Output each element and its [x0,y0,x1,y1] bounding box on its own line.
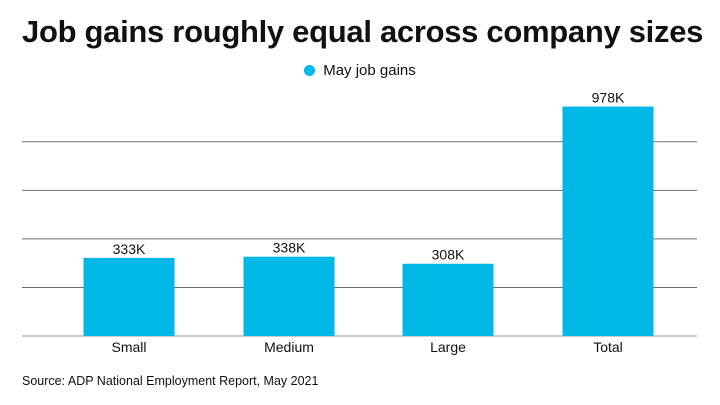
legend-swatch-icon [304,65,316,76]
chart-title: Job gains roughly equal across company s… [22,14,704,49]
bar-medium [243,256,335,336]
bar-total [562,106,654,336]
x-tick-label: Large [430,339,466,355]
legend-item-may-job-gains: May job gains [304,62,416,79]
bar-small [83,257,175,336]
data-label: 308K [432,247,465,263]
data-label: 338K [273,240,306,256]
data-label: 333K [113,241,146,257]
source-note: Source: ADP National Employment Report, … [22,374,319,388]
x-tick-label: Medium [264,339,314,355]
data-label: 978K [592,90,625,106]
x-tick-label: Total [593,339,623,355]
legend: May job gains [0,62,720,80]
bar-large [402,263,494,336]
x-tick-label: Small [111,339,146,355]
legend-label: May job gains [323,62,416,79]
